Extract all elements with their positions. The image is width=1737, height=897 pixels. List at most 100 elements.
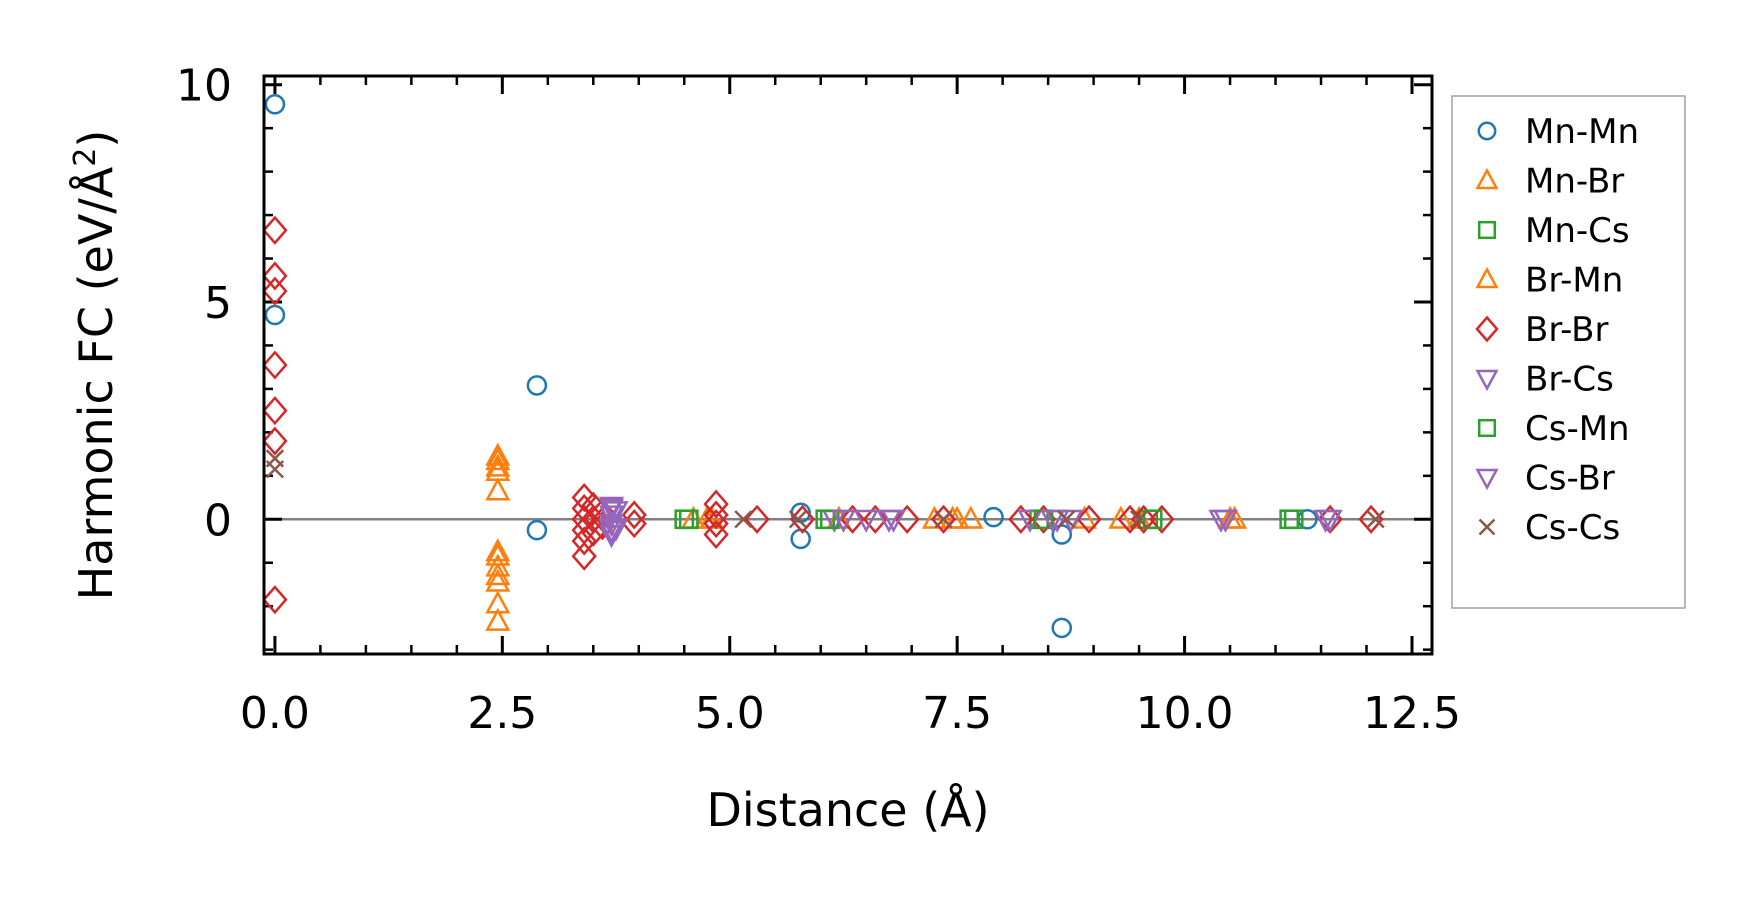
legend-label: Br-Cs (1525, 360, 1614, 400)
data-point-br-br (1076, 504, 1102, 534)
data-point-br-br (262, 261, 288, 291)
y-tick-label: 5 (204, 278, 232, 329)
legend-item-br-mn: Br-Mn (1475, 261, 1623, 301)
legend-label: Mn-Cs (1525, 211, 1630, 251)
legend-label: Br-Br (1525, 310, 1609, 350)
data-point-br-br (894, 504, 920, 534)
data-point-br-br (930, 504, 957, 534)
data-point-cs-br (1040, 509, 1066, 533)
x-tick-label: 10.0 (1136, 688, 1234, 739)
data-point-mn-br (485, 607, 511, 631)
legend-item-cs-cs: Cs-Cs (1478, 508, 1620, 548)
data-point-cs-cs (1366, 510, 1385, 529)
data-point-cs-mn (1142, 509, 1163, 530)
y-tick-label: 10 (176, 61, 232, 112)
data-point-br-mn (485, 562, 511, 586)
y-tick-labels: 0 5 10 (176, 61, 232, 547)
data-point-br-cs (603, 518, 629, 542)
legend-label: Cs-Cs (1525, 508, 1620, 548)
data-point-br-mn (485, 442, 511, 466)
data-point-mn-mn (526, 519, 548, 541)
data-point-cs-cs (1129, 510, 1149, 529)
data-point-cs-br (876, 509, 902, 533)
data-point-br-mn (1222, 505, 1248, 529)
data-point-br-br (262, 426, 288, 456)
y-tick-label: 0 (204, 495, 232, 546)
data-point-br-br (703, 509, 729, 539)
legend-item-cs-br: Cs-Br (1475, 459, 1615, 499)
data-point-cs-cs (265, 460, 285, 479)
data-point-cs-cs (788, 510, 808, 529)
data-point-br-br (262, 350, 288, 380)
plot-frame (262, 74, 1434, 656)
data-point-mn-mn (526, 375, 548, 396)
legend-marker-mn-mn (1477, 121, 1497, 141)
data-point-br-br (262, 215, 288, 245)
data-point-br-br (703, 519, 729, 550)
legend-label: Cs-Br (1525, 459, 1615, 499)
data-point-cs-cs (1057, 510, 1076, 529)
plot-area (264, 76, 1432, 654)
data-point-br-br (1008, 504, 1034, 534)
data-point-mn-br (485, 538, 511, 562)
data-point-br-br (703, 500, 729, 530)
x-tick-label: 5.0 (695, 688, 765, 739)
legend-marker-cs-br (1475, 468, 1499, 491)
legend-item-cs-mn: Cs-Mn (1477, 409, 1630, 449)
x-tick-label: 2.5 (467, 688, 537, 739)
legend-item-br-cs: Br-Cs (1475, 360, 1614, 400)
legend-marker-br-br (1475, 315, 1499, 343)
data-point-mn-br (921, 505, 947, 529)
data-point-cs-cs (934, 510, 953, 529)
major-ticks (264, 76, 1432, 654)
data-point-br-cs (603, 501, 629, 525)
data-point-cs-br (598, 520, 625, 544)
data-point-cs-cs (734, 510, 753, 529)
y-axis-label: Harmonic FC (eV/Å2) (68, 130, 124, 601)
data-point-cs-mn (1283, 509, 1304, 530)
data-point-mn-br (958, 505, 984, 529)
data-points (262, 93, 1385, 639)
legend-label: Cs-Mn (1525, 409, 1630, 449)
data-point-br-br (1149, 504, 1175, 534)
series-cs-cs (265, 449, 1385, 529)
data-point-br-br (571, 541, 597, 571)
x-tick-label: 12.5 (1363, 688, 1461, 739)
data-point-mn-br (485, 446, 511, 471)
legend-marker-mn-cs (1477, 220, 1497, 240)
legend-label: Mn-Br (1525, 162, 1624, 202)
series-cs-br (598, 498, 1343, 544)
data-point-cs-mn (678, 509, 699, 530)
data-point-cs-br (1317, 509, 1343, 533)
data-point-mn-mn (983, 506, 1004, 528)
legend-item-mn-mn: Mn-Mn (1477, 112, 1639, 152)
legend: Mn-Mn Mn-Br Mn-Cs Br-Mn Br-Br Br-Cs Cs-Mn Cs-Br… (1451, 95, 1686, 609)
data-point-br-br (262, 396, 288, 426)
data-point-cs-br (598, 498, 625, 523)
data-point-br-br (262, 276, 288, 306)
x-tick-label: 7.5 (922, 688, 992, 739)
legend-marker-cs-mn (1477, 418, 1497, 438)
data-point-br-br (571, 526, 597, 556)
x-tick-label: 0.0 (240, 688, 310, 739)
data-point-br-br (262, 585, 288, 615)
data-point-br-br (744, 504, 770, 534)
data-point-cs-br (830, 509, 857, 533)
legend-item-br-br: Br-Br (1475, 310, 1609, 350)
data-point-br-br (703, 489, 729, 519)
legend-item-mn-br: Mn-Br (1475, 162, 1624, 202)
x-axis-label: Distance (Å) (706, 783, 989, 837)
legend-marker-br-mn (1475, 266, 1499, 289)
data-point-br-cs (853, 509, 879, 533)
data-point-br-mn (1108, 505, 1134, 529)
legend-marker-br-cs (1475, 369, 1499, 392)
data-point-br-br (621, 500, 647, 530)
legend-marker-cs-cs (1478, 518, 1496, 536)
data-point-mn-mn (264, 304, 286, 326)
data-point-mn-mn (264, 93, 286, 115)
legend-item-mn-cs: Mn-Cs (1477, 211, 1630, 251)
data-point-mn-br (485, 477, 511, 501)
data-point-br-br (839, 504, 866, 534)
x-tick-labels: 0.0 2.5 5.0 7.5 10.0 12.5 (240, 688, 1461, 739)
